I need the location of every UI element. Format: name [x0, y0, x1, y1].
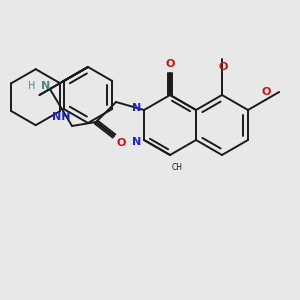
Text: O: O [165, 59, 175, 69]
Text: N: N [132, 103, 141, 113]
Text: H: H [28, 81, 35, 91]
Text: N: N [132, 137, 141, 147]
Text: O: O [262, 87, 271, 97]
Text: N: N [40, 81, 50, 91]
Text: CH: CH [172, 163, 183, 172]
Text: NH: NH [52, 112, 70, 122]
Text: O: O [218, 62, 228, 72]
Text: O: O [116, 138, 125, 148]
